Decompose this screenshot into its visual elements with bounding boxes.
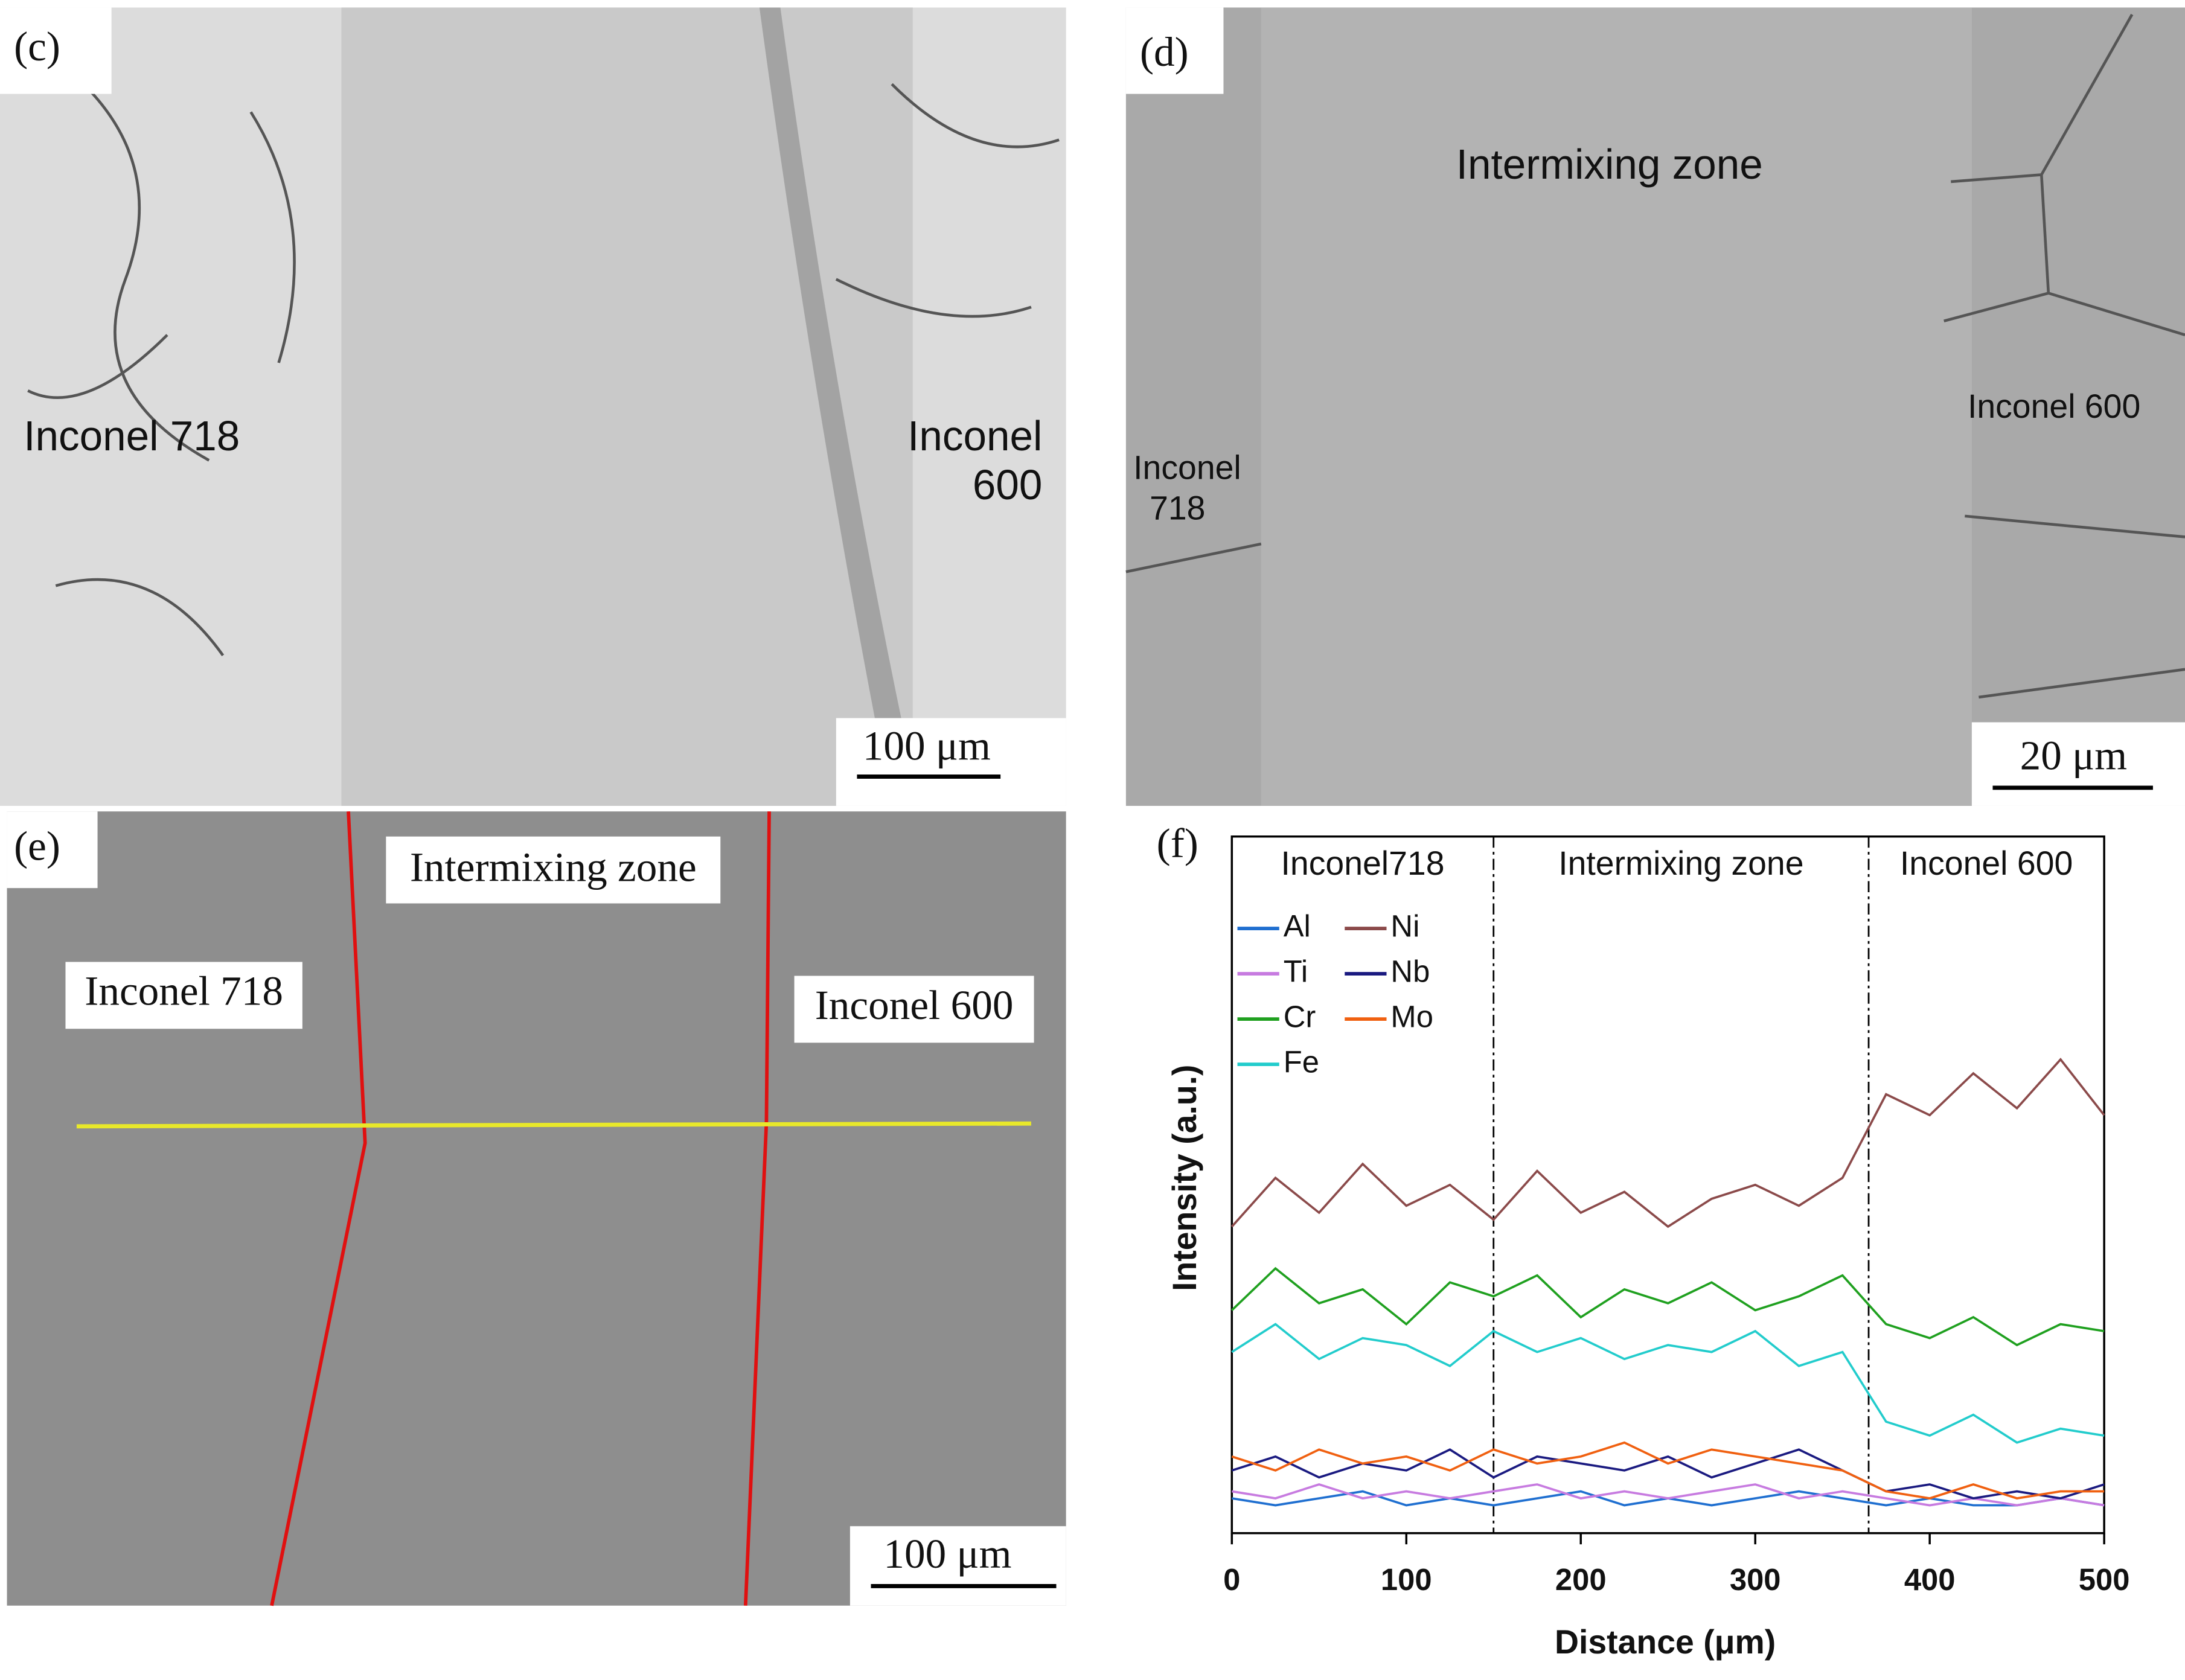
- panel-c: (c) Inconel 718 Inconel 600 100 μm: [0, 7, 1066, 806]
- scale-box: [836, 718, 1066, 806]
- region-label: Inconel 600: [1900, 845, 2073, 882]
- scale-box: [849, 1526, 1066, 1606]
- x-axis-title: Distance (μm): [1555, 1623, 1776, 1661]
- grain-boundaries: [1125, 13, 2185, 699]
- grain-boundaries: [27, 83, 1060, 657]
- label-box: [7, 811, 98, 889]
- weld-zone: [341, 7, 913, 806]
- label-box: [386, 836, 721, 904]
- label-box: [1125, 7, 1224, 94]
- panel-label: (c): [14, 23, 60, 69]
- region-label: Inconel718: [1281, 845, 1445, 882]
- legend-label: Mo: [1390, 999, 1433, 1033]
- label-box: [794, 976, 1034, 1043]
- material-label: Inconel 718: [24, 412, 240, 459]
- scale-bar-label: 100 μm: [863, 723, 991, 769]
- y-axis-title: Intensity (a.u.): [1166, 1065, 1203, 1291]
- label-box: [65, 962, 302, 1029]
- material-label: Inconel 600: [815, 982, 1014, 1028]
- boundary-line: [743, 811, 771, 1606]
- boundary-line: [270, 811, 367, 1606]
- panel-label: (e): [14, 823, 60, 869]
- material-label: Inconel: [1133, 449, 1241, 486]
- scale-bar-label: 20 μm: [2020, 732, 2128, 779]
- region-label: Intermixing zone: [1558, 845, 1803, 882]
- label-box: [0, 7, 112, 94]
- legend-label: Fe: [1284, 1044, 1319, 1079]
- weld-zone: [1261, 7, 1972, 806]
- material-label: Inconel 718: [85, 968, 283, 1014]
- zone-label: Intermixing zone: [410, 843, 697, 890]
- x-tick-label: 400: [1904, 1562, 1956, 1597]
- legend-label: Nb: [1390, 954, 1430, 988]
- panel-label: (f): [1157, 820, 1198, 866]
- panel-f: (f) Distance (μm) Intensity (a.u.) 0 100 2…: [1157, 820, 2130, 1661]
- series-line: [1232, 1483, 2105, 1507]
- panel-d: (d) Intermixing zone Inconel 600 Inconel…: [1125, 7, 2185, 806]
- scale-box: [1971, 722, 2185, 806]
- dark-band: [759, 7, 920, 806]
- micrograph: [7, 811, 1066, 1606]
- material-label: Inconel: [907, 412, 1042, 459]
- series-line: [1230, 1058, 2105, 1228]
- x-tick-label: 0: [1223, 1562, 1240, 1597]
- scale-bar-label: 100 μm: [883, 1530, 1011, 1577]
- panel-e: (e) Intermixing zone Inconel 718 Inconel…: [7, 811, 1066, 1606]
- material-label: 718: [1150, 489, 1205, 526]
- plot-frame: [1230, 835, 2105, 1535]
- material-label: 600: [973, 461, 1043, 508]
- legend-label: Ti: [1284, 954, 1308, 988]
- series-line: [1231, 1448, 2105, 1500]
- x-tick-label: 300: [1730, 1562, 1781, 1597]
- series-line: [1231, 1441, 2105, 1500]
- panel-label: (d): [1140, 28, 1189, 75]
- zone-label: Intermixing zone: [1456, 141, 1763, 188]
- x-tick-label: 100: [1381, 1562, 1432, 1597]
- series-line: [1231, 1323, 2105, 1444]
- series-line: [1231, 1266, 2105, 1347]
- scan-line: [76, 1121, 1031, 1129]
- x-tick-label: 500: [2079, 1562, 2130, 1597]
- legend-label: Ni: [1390, 909, 1419, 943]
- legend-label: Cr: [1284, 999, 1316, 1033]
- x-tick-label: 200: [1555, 1562, 1607, 1597]
- legend-label: Al: [1284, 909, 1311, 943]
- material-label: Inconel 600: [1968, 388, 2140, 425]
